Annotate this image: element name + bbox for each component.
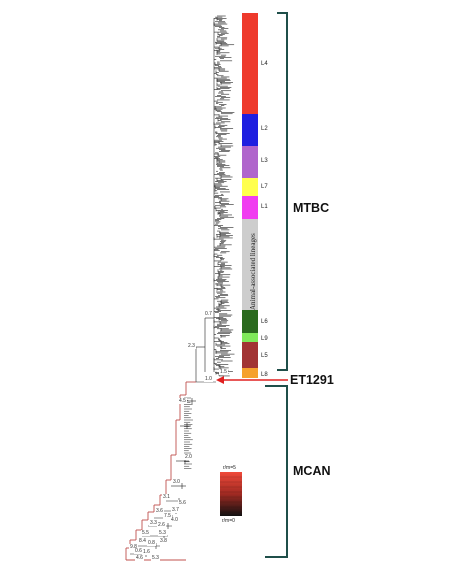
node-value: 2.3 (187, 343, 196, 349)
lineage-label-l8: L8 (261, 372, 268, 378)
lineage-segment-l8 (242, 368, 258, 378)
node-value: 1.0 (204, 376, 213, 382)
lineage-segment-l1 (242, 196, 258, 219)
node-value: 3.3 (149, 520, 158, 526)
node-value: 3.8 (159, 538, 168, 544)
node-value: 2.6 (157, 522, 166, 528)
lineage-segment-l2 (242, 114, 258, 146)
group-label-et1291: ET1291 (290, 373, 334, 387)
lineage-label-l5: L5 (261, 353, 268, 359)
lineage-segment-l7 (242, 178, 258, 196)
mtbc-subtree (195, 15, 235, 383)
lineage-label-l3: L3 (261, 158, 268, 164)
lineage-label-l7: L7 (261, 184, 268, 190)
node-value: 0.8 (147, 540, 156, 546)
node-value: 4.0 (170, 517, 179, 523)
node-value: 8.4 (138, 538, 147, 544)
node-value: 7.5 (163, 513, 172, 519)
node-value: 4.6 (135, 555, 144, 561)
lineage-label-l2: L2 (261, 126, 268, 132)
mcan-bracket (265, 385, 288, 558)
rm-legend-stripes (220, 476, 242, 513)
node-value: 3.7 (171, 507, 180, 513)
et1291-arrowhead (216, 376, 224, 384)
node-value: 5.3 (158, 530, 167, 536)
lineage-label-l4: L4 (261, 61, 268, 67)
lineage-color-bar (242, 13, 258, 378)
node-value: 4.5 (178, 398, 187, 404)
node-value: 9.8 (129, 544, 138, 550)
rm-legend-top-label: r/m=5 (223, 465, 236, 471)
node-value: 3.6 (155, 508, 164, 514)
lineage-label-l6: L6 (261, 319, 268, 325)
node-value: 3.0 (172, 479, 181, 485)
node-value: 3.1 (162, 494, 171, 500)
node-value: 1.6 (142, 549, 151, 555)
lineage-segment-animal-associated-lineages (242, 219, 258, 310)
lineage-segment-l6 (242, 310, 258, 333)
node-value: 0.6 (134, 548, 143, 554)
rm-legend-bottom-label: r/m=0 (222, 518, 235, 524)
node-value: 5.6 (178, 500, 187, 506)
lineage-segment-l5 (242, 342, 258, 368)
group-label-mcan: MCAN (293, 464, 331, 478)
lineage-label-l9: L9 (261, 336, 268, 342)
node-value: 5.5 (141, 530, 150, 536)
lineage-segment-l3 (242, 146, 258, 178)
mtbc-bracket (277, 12, 288, 371)
node-value: 2.0 (184, 454, 193, 460)
lineage-segment-l9 (242, 333, 258, 342)
node-value: 1.5 (219, 369, 228, 375)
group-label-mtbc: MTBC (293, 201, 330, 215)
lineage-label-l1: L1 (261, 204, 268, 210)
rm-gradient-legend (220, 472, 242, 516)
lineage-segment-l4 (242, 13, 258, 114)
node-value: 0.7 (204, 311, 213, 317)
node-value: 5.3 (151, 555, 160, 561)
lineage-label-animal: Animal-associated lineages (249, 233, 257, 310)
